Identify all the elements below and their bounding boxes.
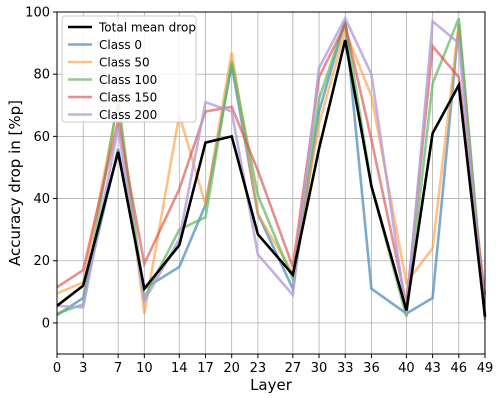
y-tick-label: 100: [25, 6, 50, 21]
x-tick-label: 0: [53, 361, 61, 376]
legend-label-class-200: Class 200: [99, 108, 157, 122]
x-tick-label: 23: [250, 361, 267, 376]
x-tick-label: 3: [79, 361, 87, 376]
legend-label-total-mean-drop: Total mean drop: [98, 21, 196, 35]
x-tick-label: 10: [136, 361, 153, 376]
y-axis-title: Accuracy drop in [%p]: [6, 100, 24, 266]
x-axis-ticks: 0 3 7 10 14 17 20 23 27 30 33 36 40 43 46 49: [53, 354, 493, 376]
x-tick-label: 27: [285, 361, 302, 376]
x-tick-label: 40: [398, 361, 415, 376]
series-lines: [56, 15, 487, 320]
series-line-total-mean-drop: [56, 39, 487, 317]
legend-label-class-150: Class 150: [99, 91, 157, 105]
x-tick-label: 30: [311, 361, 328, 376]
legend-box: [61, 15, 197, 123]
y-tick-label: 60: [33, 130, 50, 145]
x-tick-label: 36: [363, 361, 380, 376]
y-tick-label: 20: [33, 254, 50, 269]
legend-label-class-0: Class 0: [99, 38, 142, 52]
y-tick-label: 80: [33, 68, 50, 83]
x-tick-label: 46: [451, 361, 468, 376]
y-axis-ticks: 0 20 40 60 80 100: [25, 6, 57, 331]
legend-label-class-50: Class 50: [99, 56, 150, 70]
x-tick-label: 49: [477, 361, 494, 376]
x-axis-title: Layer: [250, 376, 293, 394]
x-tick-label: 7: [114, 361, 122, 376]
x-tick-label: 14: [171, 361, 188, 376]
legend-label-class-100: Class 100: [99, 73, 157, 87]
x-tick-label: 43: [424, 361, 441, 376]
legend: Total mean drop Class 0 Class 50 Class 100 C…: [61, 15, 197, 123]
x-tick-label: 33: [337, 361, 354, 376]
y-tick-label: 0: [42, 316, 50, 331]
x-tick-label: 17: [197, 361, 214, 376]
plot-frame: [56, 11, 486, 355]
x-tick-label: 20: [223, 361, 240, 376]
y-tick-label: 40: [33, 192, 50, 207]
